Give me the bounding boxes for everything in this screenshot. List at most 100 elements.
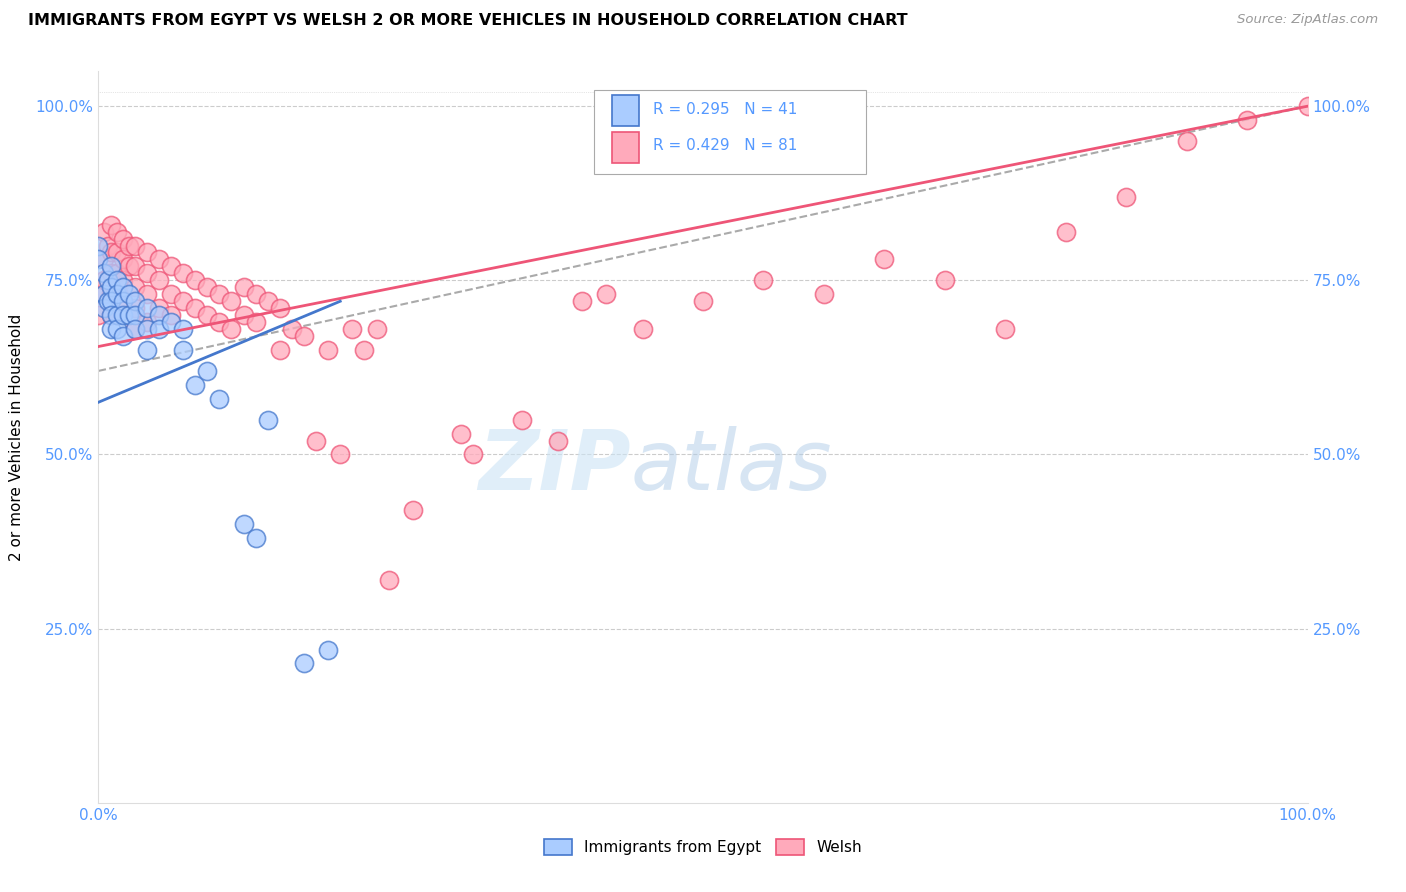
- Point: [111, 329, 134, 343]
- Point: [377, 573, 399, 587]
- Point: [93, 273, 115, 287]
- Point: [100, 308, 122, 322]
- Point: [105, 287, 128, 301]
- Point: [1236, 113, 1258, 128]
- Point: [124, 280, 146, 294]
- Point: [934, 273, 956, 287]
- Point: [221, 322, 243, 336]
- Point: [97, 238, 120, 252]
- Point: [1054, 225, 1077, 239]
- Point: [135, 266, 157, 280]
- Point: [402, 503, 425, 517]
- Point: [366, 322, 388, 336]
- Y-axis label: 2 or more Vehicles in Household: 2 or more Vehicles in Household: [10, 313, 24, 561]
- Point: [292, 329, 315, 343]
- Point: [93, 225, 115, 239]
- Point: [100, 260, 122, 274]
- Point: [105, 225, 128, 239]
- Point: [87, 308, 110, 322]
- Point: [184, 377, 207, 392]
- Point: [87, 287, 110, 301]
- Point: [124, 301, 146, 316]
- Point: [172, 343, 194, 357]
- Point: [195, 280, 218, 294]
- Point: [353, 343, 375, 357]
- Point: [97, 294, 120, 309]
- Point: [256, 294, 278, 309]
- Point: [148, 308, 170, 322]
- Point: [208, 392, 231, 406]
- Point: [208, 287, 231, 301]
- Point: [111, 252, 134, 267]
- Legend: Immigrants from Egypt, Welsh: Immigrants from Egypt, Welsh: [538, 833, 868, 861]
- Point: [342, 322, 364, 336]
- Point: [111, 280, 134, 294]
- Point: [994, 322, 1017, 336]
- Point: [93, 301, 115, 316]
- Text: Source: ZipAtlas.com: Source: ZipAtlas.com: [1237, 13, 1378, 27]
- Text: R = 0.295   N = 41: R = 0.295 N = 41: [654, 102, 797, 117]
- Point: [111, 294, 134, 309]
- Point: [124, 308, 146, 322]
- Point: [571, 294, 593, 309]
- Point: [124, 238, 146, 252]
- Point: [118, 287, 141, 301]
- Point: [195, 308, 218, 322]
- Point: [100, 245, 122, 260]
- Point: [208, 315, 231, 329]
- Point: [111, 231, 134, 245]
- Point: [873, 252, 896, 267]
- Point: [124, 322, 146, 336]
- Point: [256, 412, 278, 426]
- Point: [269, 343, 291, 357]
- Point: [595, 287, 617, 301]
- Point: [316, 343, 339, 357]
- Point: [221, 294, 243, 309]
- Point: [172, 266, 194, 280]
- Point: [124, 322, 146, 336]
- Point: [135, 301, 157, 316]
- Point: [93, 252, 115, 267]
- Point: [752, 273, 775, 287]
- Point: [172, 322, 194, 336]
- Point: [100, 287, 122, 301]
- Point: [1296, 99, 1319, 113]
- Point: [292, 657, 315, 671]
- Point: [1115, 190, 1137, 204]
- Point: [269, 301, 291, 316]
- Point: [160, 315, 183, 329]
- Point: [100, 266, 122, 280]
- Point: [135, 343, 157, 357]
- Point: [547, 434, 569, 448]
- Point: [135, 315, 157, 329]
- Point: [111, 273, 134, 287]
- Point: [87, 252, 110, 267]
- Bar: [613, 95, 638, 127]
- Point: [184, 301, 207, 316]
- Point: [111, 308, 134, 322]
- Point: [160, 308, 183, 322]
- Point: [245, 315, 267, 329]
- Point: [232, 308, 254, 322]
- Point: [124, 260, 146, 274]
- Point: [148, 301, 170, 316]
- Text: atlas: atlas: [630, 425, 832, 507]
- Point: [118, 238, 141, 252]
- Text: R = 0.429   N = 81: R = 0.429 N = 81: [654, 138, 797, 153]
- Point: [184, 273, 207, 287]
- FancyBboxPatch shape: [595, 90, 866, 174]
- Point: [135, 287, 157, 301]
- Point: [329, 448, 352, 462]
- Point: [245, 287, 267, 301]
- Point: [148, 273, 170, 287]
- Point: [105, 287, 128, 301]
- Point: [135, 245, 157, 260]
- Point: [118, 260, 141, 274]
- Point: [631, 322, 654, 336]
- Point: [195, 364, 218, 378]
- Point: [105, 322, 128, 336]
- Point: [450, 426, 472, 441]
- Point: [105, 308, 128, 322]
- Point: [463, 448, 485, 462]
- Point: [105, 245, 128, 260]
